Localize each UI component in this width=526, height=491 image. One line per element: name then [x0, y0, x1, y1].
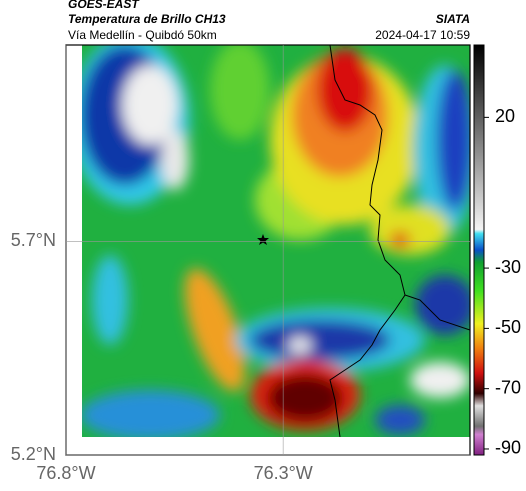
source-label: SIATA [436, 12, 470, 26]
colorbar-tick-label: -70 [495, 377, 521, 397]
satellite-title: GOES-EAST [68, 0, 140, 11]
lat-tick-label: 5.7°N [11, 230, 56, 250]
lat-tick-label: 5.2°N [11, 444, 56, 464]
satellite-image [82, 45, 470, 437]
colorbar [473, 44, 485, 456]
colorbar-tick-label: -50 [495, 317, 521, 337]
colorbar-tick-label: 20 [495, 106, 515, 126]
lon-tick-label: 76.8°W [36, 463, 95, 483]
colorbar-tick-label: -30 [495, 257, 521, 277]
timestamp: 2024-04-17 10:59 [375, 28, 470, 42]
lon-tick-label: 76.3°W [254, 463, 313, 483]
colorbar-tick-label: -90 [495, 438, 521, 458]
product-title: Temperatura de Brillo CH13 [68, 12, 226, 26]
route-label: Vía Medellín - Quibdó 50km [68, 28, 217, 42]
